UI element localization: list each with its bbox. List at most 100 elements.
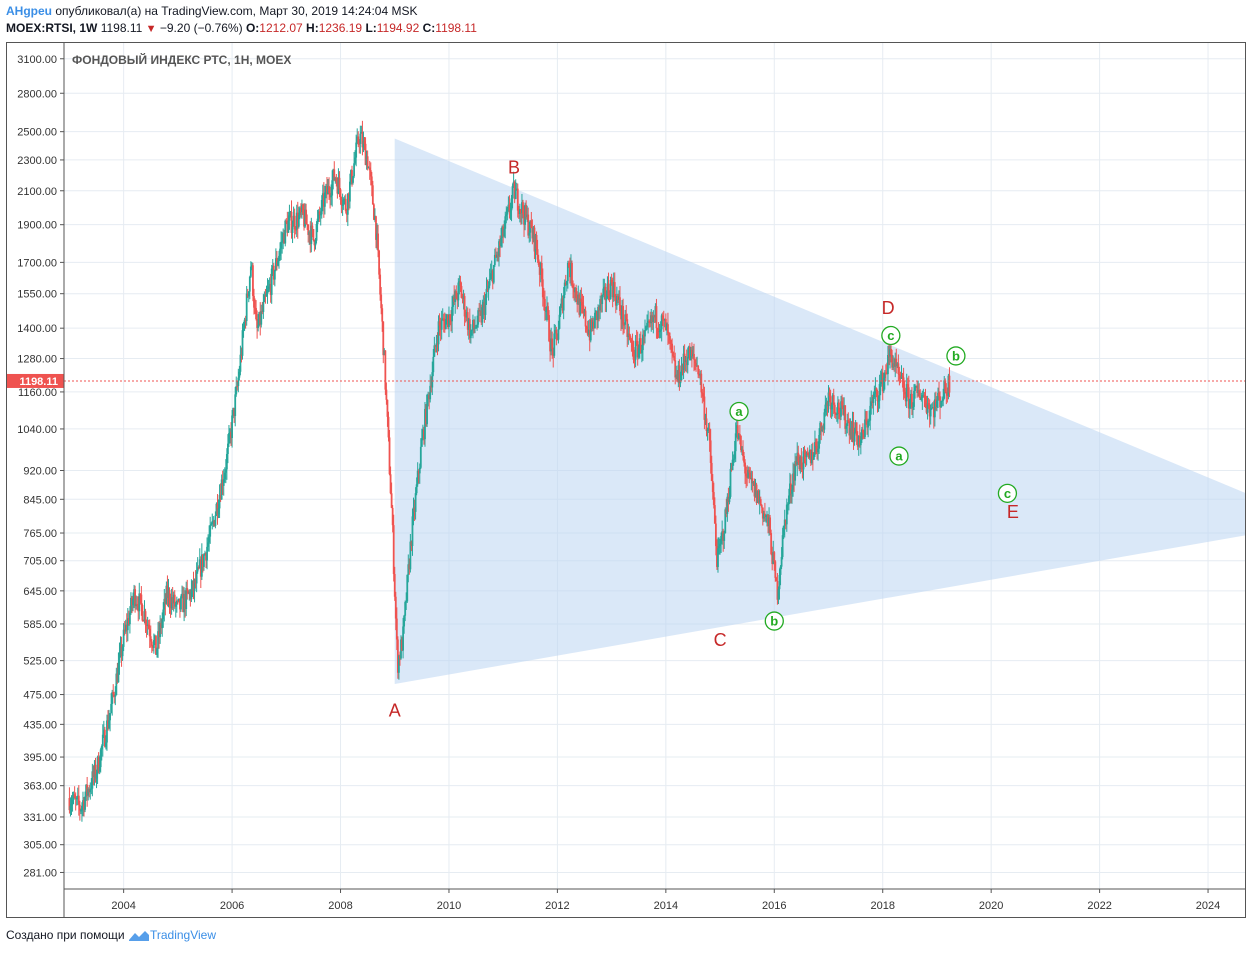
candle-body [68,798,71,811]
author-link[interactable]: AHgpeu [6,4,52,18]
candle-body [289,211,292,216]
candle-body [93,764,96,778]
candle-body [724,509,727,534]
candle-body [546,306,548,311]
candle-body [613,282,616,297]
candle-body [441,318,444,320]
candle-body [772,552,775,564]
candle-body [333,169,336,181]
y-tick-label: 3100.00 [17,54,57,66]
candle-body [119,645,122,653]
candle-body [378,250,381,275]
candle-body [928,404,931,417]
candle-body [399,656,401,659]
candle-body [794,461,797,481]
candle-body [321,193,324,200]
candle-body [642,334,644,351]
candle-body [433,345,436,357]
candle-body [351,170,353,183]
candle-body [842,405,845,415]
candle-body [334,177,337,181]
candle-body [622,305,624,325]
candle-body [94,764,97,779]
candle-body [235,386,238,395]
candle-body [906,384,909,388]
candle-body [835,414,838,416]
candle-body [574,287,577,293]
candle-body [113,694,116,697]
candle-body [138,593,141,612]
candle-body [352,176,354,183]
candle-body [757,490,760,503]
candle-body [211,521,214,525]
price-axis[interactable]: 3100.00 2800.00 2500.00 2300.00 2100.00 1900.… [17,42,65,918]
candle-body [810,452,813,464]
candle-body [100,745,103,750]
candle-body [262,301,265,312]
candle-body [614,296,617,306]
candle-body [309,231,312,245]
candle-body [416,470,419,485]
x-tick-label: 2012 [545,900,569,912]
price-chart[interactable]: 1198.11 A B C D Ea b c a b c 3100.00 2800.00 2500.0… [6,42,1246,918]
candle-body [365,156,368,166]
candle-body [938,392,940,397]
candle-body [605,297,608,301]
candle-body [852,422,855,442]
time-axis[interactable]: 2004 2006 2008 2010 2012 2014 2016 2018 2020 2022… [64,888,1246,912]
candle-body [79,810,82,812]
candle-body [269,284,272,295]
candle-body [196,567,199,572]
candle-body [543,299,546,311]
candle-body [733,451,736,459]
candle-body [237,377,240,387]
candle-body [711,480,714,493]
candle-body [272,265,275,280]
candle-body [908,399,911,409]
candle-body [498,241,500,256]
tradingview-brand[interactable]: TradingView [149,928,217,942]
candle-body [204,553,206,555]
candle-body [107,720,109,728]
candle-body [867,420,870,428]
candle-body [745,473,748,477]
candle-body [679,380,682,384]
candle-body [212,520,215,522]
candle-body [189,591,192,600]
candle-body [894,358,897,367]
candle-body [472,319,474,330]
candle-body [814,442,816,455]
candle-body [779,566,782,575]
candle-body [531,228,534,239]
candle-body [762,513,765,519]
candle-body [311,225,314,230]
candle-body [139,593,142,595]
candle-body [925,406,928,413]
candle-body [128,612,131,625]
triangle-pattern[interactable] [394,138,1246,685]
candle-body [317,211,320,219]
candle-body [778,574,781,590]
candle-body [484,297,487,315]
candle-body [169,604,172,609]
candle-body [625,314,628,320]
candle-body [210,524,213,526]
candle-body [253,295,255,308]
candle-body [174,604,177,607]
candle-body [485,288,488,298]
candle-body [663,318,666,321]
candle-body [81,805,83,811]
candle-body [201,554,204,567]
candle-body [889,348,891,357]
candle-body [525,204,528,218]
candle-body [267,286,270,290]
candle-body [554,329,557,334]
price-change: −9.20 (−0.76%) [159,21,243,35]
candle-body [518,208,521,214]
candle-body [141,604,144,621]
symbol-label[interactable]: MOEX:RTSI, 1W [6,21,98,35]
candle-body [108,720,110,728]
candle-body [720,535,723,544]
candle-body [596,310,598,320]
candle-body [581,301,584,306]
